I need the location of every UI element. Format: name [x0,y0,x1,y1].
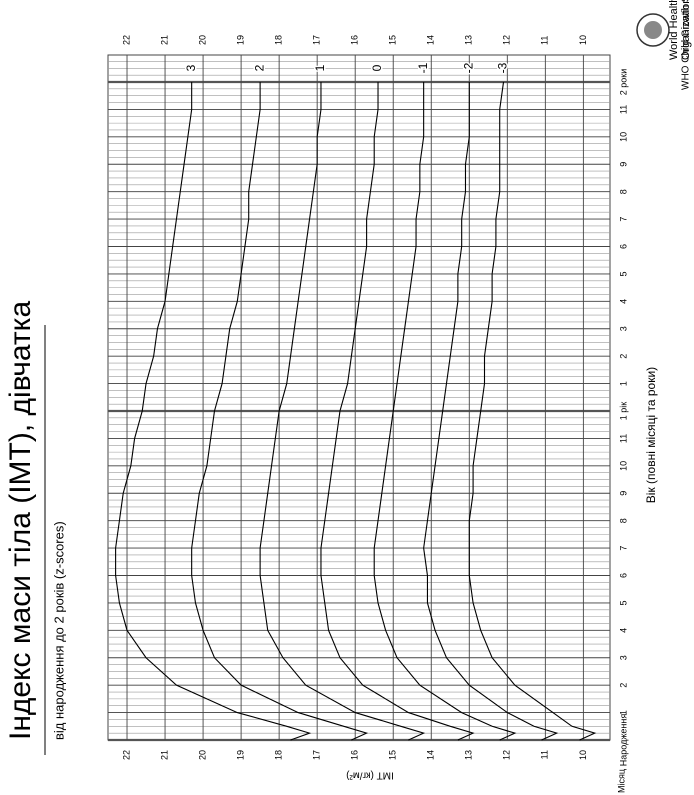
x-tick-label: 11 [618,434,628,443]
z-score-line [423,82,559,741]
y-tick-label: 12 [502,35,512,45]
x-tick-label: 2 роки [618,69,628,95]
series-label: 2 [252,64,266,71]
x-tick-label: 4 [618,299,628,304]
rotated-chart: Індекс маси тіла (ІМТ), дівчатка від нар… [4,0,692,793]
y-tick-label: 21 [159,35,169,45]
z-score-line [191,82,369,741]
x-tick-label: 3 [618,326,628,331]
x-tick-label: 6 [618,573,628,578]
chart-subtitle: від народження до 2 років (z-scores) [51,521,66,740]
y-tick-label: 11 [540,36,550,45]
x-tick-label: 1 рік [618,402,628,421]
who-logo [636,13,670,47]
x-tick-label: 8 [618,518,628,523]
series-label: 0 [370,64,384,71]
x-tick-label: 11 [618,105,628,114]
z-score-line [468,81,597,741]
y-tick-label: 16 [350,35,360,45]
y-tick-label: 21 [159,750,169,760]
corner-label: Місяц [616,769,626,793]
y-tick-label: 11 [540,750,550,759]
y-tick-label: 22 [121,35,131,45]
y-tick-label: 17 [312,750,322,760]
logo-text: World Health [668,0,680,60]
series-label: -2 [461,62,475,73]
chart-title: Індекс маси тіла (ІМТ), дівчатка [4,301,37,740]
x-tick-label: 10 [618,461,628,471]
y-tick-label: 13 [464,750,474,760]
x-tick-label: 6 [618,244,628,249]
x-tick-label: 7 [618,217,628,222]
y-tick-label: 20 [197,750,207,760]
x-tick-label: 10 [618,132,628,142]
z-score-line [373,82,517,741]
y-tick-label: 10 [578,750,588,760]
series-label: 3 [184,64,198,71]
z-score-line [259,82,426,741]
z-score-line [320,82,475,741]
x-tick-label: 2 [618,683,628,688]
x-tick-label: 9 [618,162,628,167]
x-tick-label: 3 [618,655,628,660]
who-logo-globe [644,21,662,39]
y-tick-label: 16 [350,750,360,760]
y-tick-label: 20 [197,35,207,45]
y-tick-label: 19 [235,35,245,45]
x-axis-label: Вік (повні місяці та роки) [644,367,658,503]
x-tick-label: 7 [618,546,628,551]
y-tick-label: 10 [578,35,588,45]
x-tick-label: 5 [618,271,628,276]
y-axis-label: ІМТ (кг/м²) [346,769,394,780]
z-score-line [115,82,312,741]
y-tick-label: 14 [426,750,436,760]
logo-text: Organization [680,0,692,60]
x-tick-label: 8 [618,189,628,194]
y-tick-label: 19 [235,750,245,760]
x-tick-label: 5 [618,600,628,605]
x-tick-label: 1 [618,710,628,715]
y-tick-label: 12 [502,750,512,760]
source: WHO Child Growth Standards [681,0,692,90]
x-tick-label: 1 [618,381,628,386]
y-tick-label: 13 [464,35,474,45]
series-label: -1 [416,62,430,73]
y-tick-label: 15 [388,35,398,45]
x-tick-label: 9 [618,491,628,496]
y-tick-label: 15 [388,750,398,760]
y-tick-label: 22 [121,750,131,760]
y-tick-label: 14 [426,35,436,45]
x-tick-label: Народження [618,714,628,767]
series-label: -3 [496,62,510,73]
y-tick-label: 18 [274,750,284,760]
y-tick-label: 17 [312,35,322,45]
x-tick-label: 4 [618,628,628,633]
y-tick-label: 18 [274,35,284,45]
x-tick-label: 2 [618,354,628,359]
series-label: 1 [313,64,327,71]
